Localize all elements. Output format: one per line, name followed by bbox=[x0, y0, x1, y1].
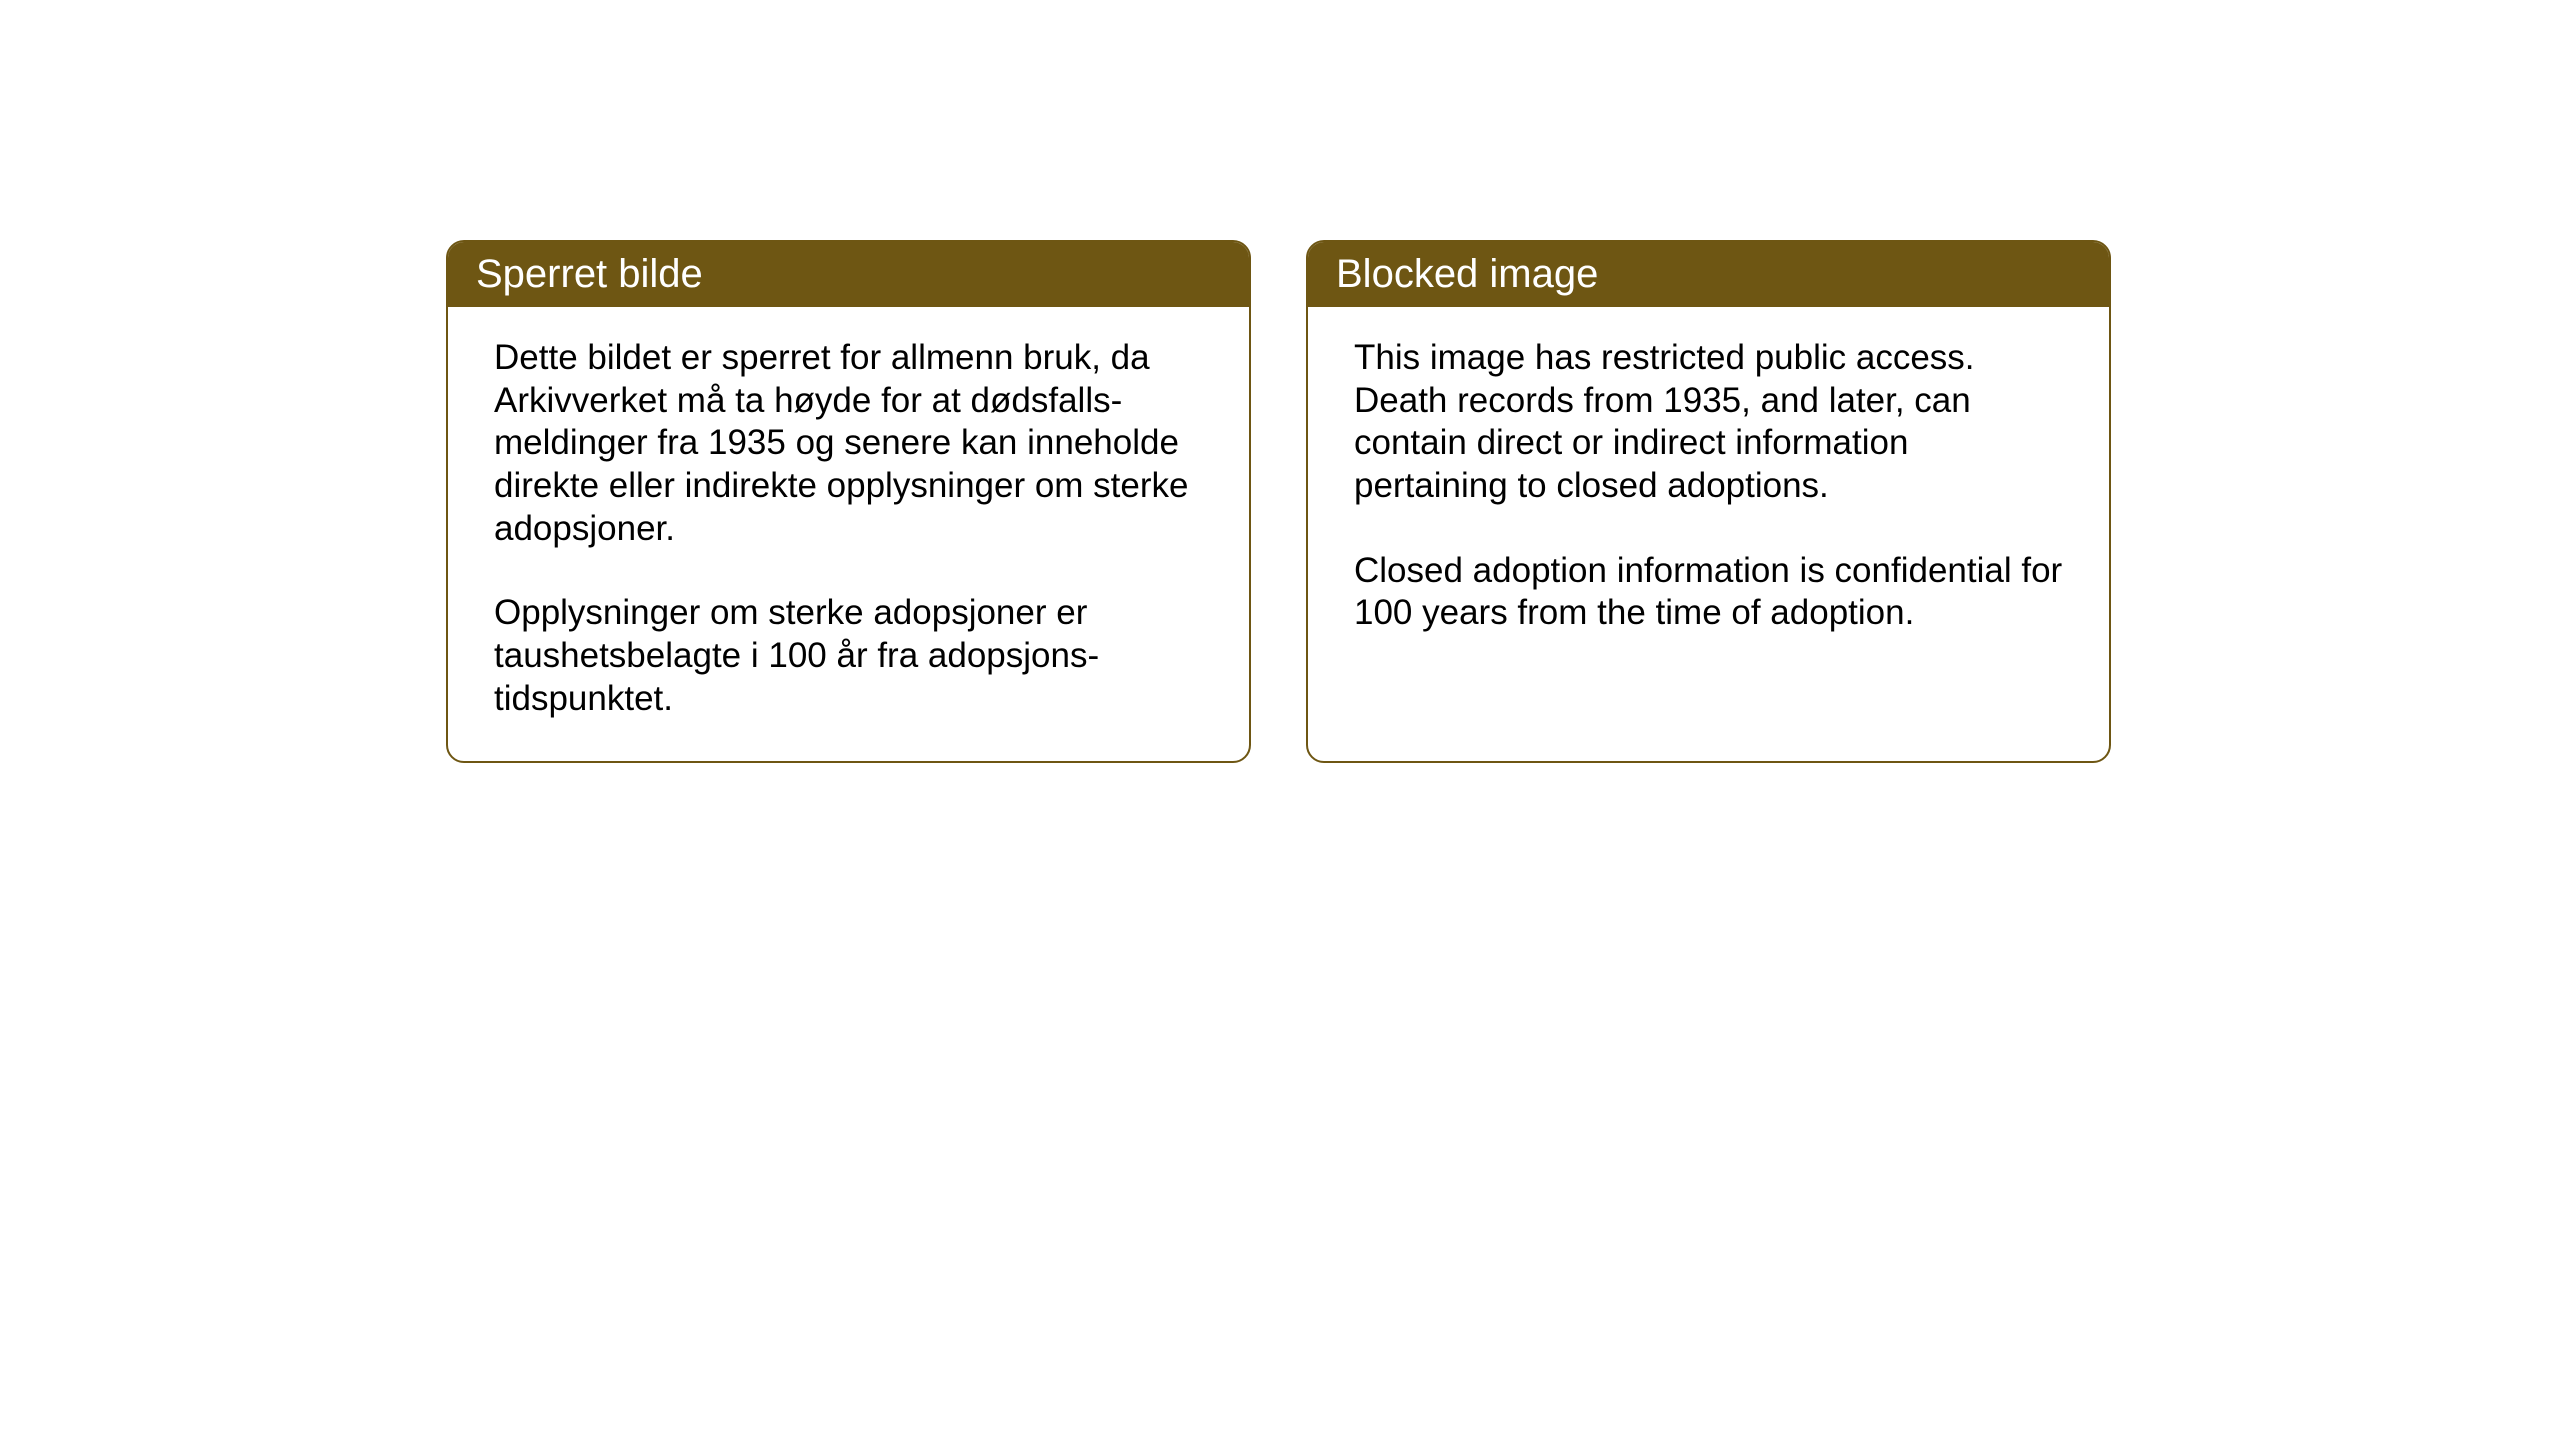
card-header-english: Blocked image bbox=[1308, 242, 2109, 307]
card-paragraph-2-english: Closed adoption information is confident… bbox=[1354, 550, 2063, 635]
card-body-english: This image has restricted public access.… bbox=[1308, 307, 2109, 727]
card-paragraph-2-norwegian: Opplysninger om sterke adopsjoner er tau… bbox=[494, 592, 1203, 720]
card-header-norwegian: Sperret bilde bbox=[448, 242, 1249, 307]
cards-container: Sperret bilde Dette bildet er sperret fo… bbox=[446, 240, 2111, 763]
card-paragraph-1-norwegian: Dette bildet er sperret for allmenn bruk… bbox=[494, 337, 1203, 550]
card-english: Blocked image This image has restricted … bbox=[1306, 240, 2111, 763]
card-body-norwegian: Dette bildet er sperret for allmenn bruk… bbox=[448, 307, 1249, 761]
card-norwegian: Sperret bilde Dette bildet er sperret fo… bbox=[446, 240, 1251, 763]
card-paragraph-1-english: This image has restricted public access.… bbox=[1354, 337, 2063, 508]
card-title-norwegian: Sperret bilde bbox=[476, 252, 703, 296]
card-title-english: Blocked image bbox=[1336, 252, 1598, 296]
